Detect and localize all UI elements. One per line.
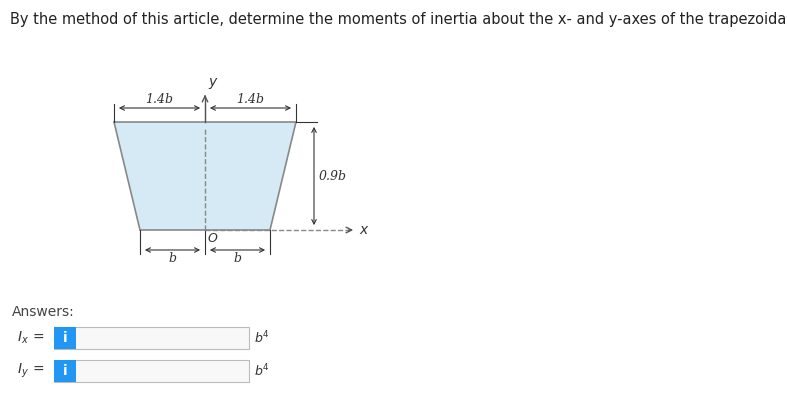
Text: i: i bbox=[63, 331, 68, 345]
Text: $I_x\,=$: $I_x\,=$ bbox=[17, 330, 44, 346]
Text: 1.4b: 1.4b bbox=[146, 93, 173, 106]
FancyBboxPatch shape bbox=[54, 360, 249, 382]
Text: $b^4$: $b^4$ bbox=[254, 363, 270, 379]
Text: b: b bbox=[234, 252, 242, 265]
Text: i: i bbox=[63, 364, 68, 378]
Text: O: O bbox=[208, 232, 218, 245]
Text: x: x bbox=[359, 223, 368, 237]
Polygon shape bbox=[114, 122, 296, 230]
Text: $b^4$: $b^4$ bbox=[254, 330, 270, 346]
Text: b: b bbox=[168, 252, 176, 265]
Text: By the method of this article, determine the moments of inertia about the x- and: By the method of this article, determine… bbox=[10, 12, 787, 27]
Text: $I_y\,=$: $I_y\,=$ bbox=[17, 362, 44, 380]
Text: y: y bbox=[208, 75, 216, 89]
Text: 1.4b: 1.4b bbox=[237, 93, 264, 106]
FancyBboxPatch shape bbox=[54, 360, 76, 382]
FancyBboxPatch shape bbox=[54, 327, 249, 349]
Text: Answers:: Answers: bbox=[12, 305, 75, 319]
Text: 0.9b: 0.9b bbox=[319, 169, 347, 183]
FancyBboxPatch shape bbox=[54, 327, 76, 349]
